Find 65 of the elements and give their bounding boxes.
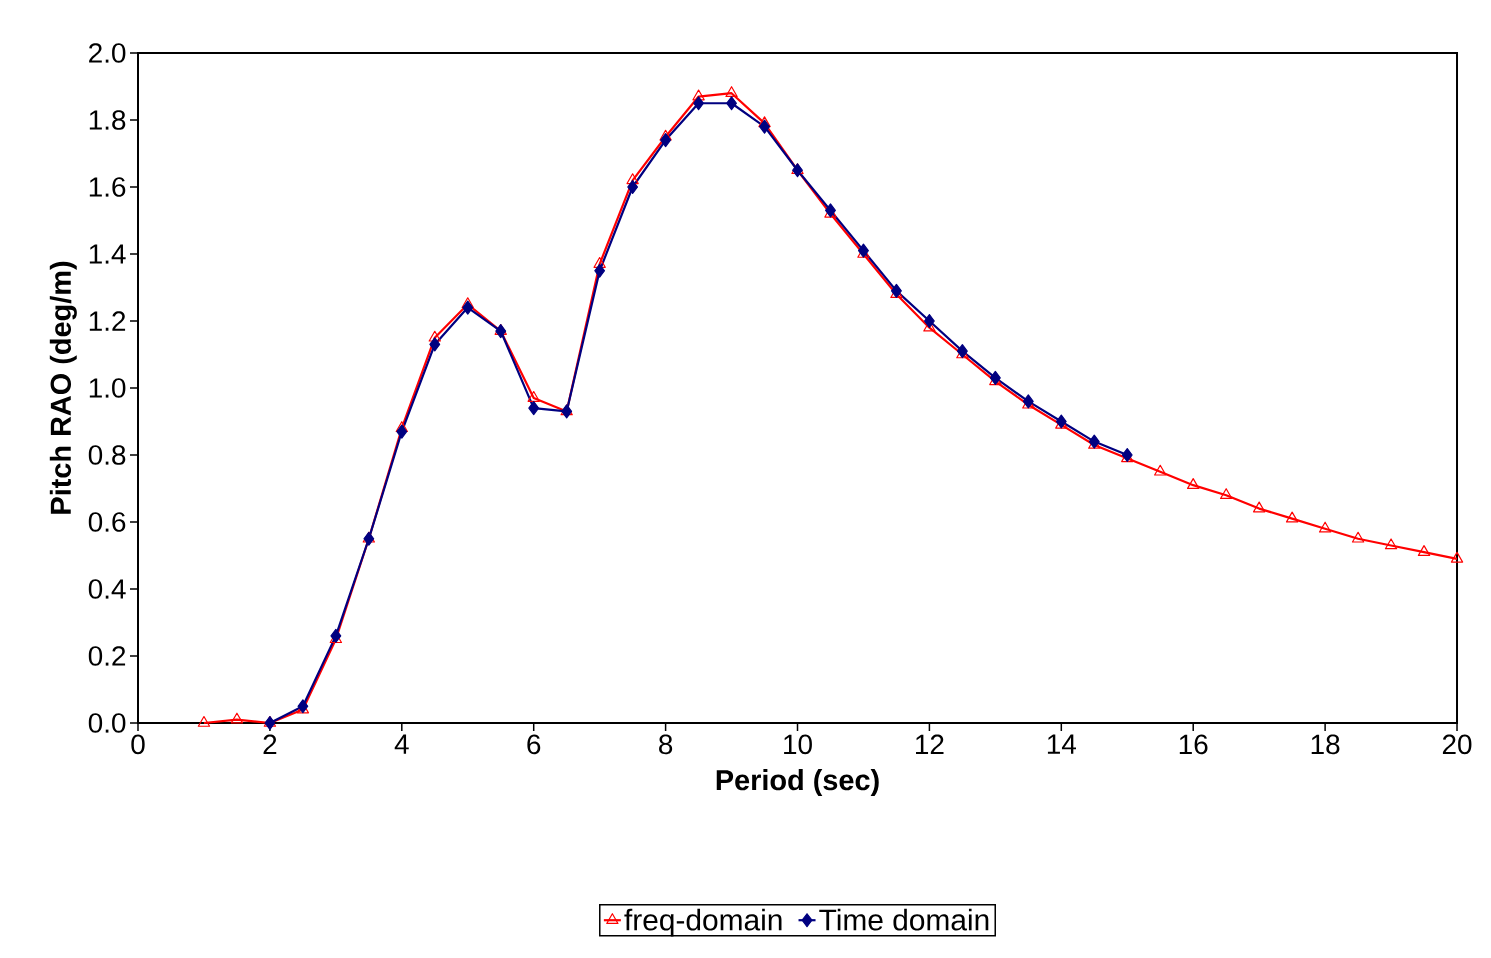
point (759, 119, 770, 134)
x-tick-label: 4 (394, 734, 409, 754)
point (923, 313, 935, 329)
point (693, 96, 705, 111)
point (1252, 501, 1266, 513)
point (330, 628, 342, 643)
x-axis-title: Period (sec) (716, 769, 879, 797)
point (626, 173, 639, 185)
point (1318, 521, 1332, 533)
y-tick-label: 0.0 (88, 713, 126, 733)
point (428, 330, 441, 342)
x-tick-label: 8 (659, 734, 673, 755)
point (264, 715, 276, 731)
point (395, 421, 409, 433)
point (1154, 464, 1167, 476)
point (692, 89, 705, 101)
point (594, 263, 606, 278)
point (725, 86, 738, 98)
x-tick-label: 6 (527, 734, 541, 755)
point (1417, 545, 1431, 556)
x-tick-label: 10 (784, 734, 812, 755)
y-axis-title: Pitch RAO (deg/m) (49, 261, 77, 514)
point (230, 712, 244, 724)
x-tick-label: 16 (1179, 734, 1208, 755)
y-tick-label: 0.2 (88, 646, 126, 666)
point (462, 300, 474, 315)
point (1121, 447, 1133, 463)
x-tick-label: 2 (263, 734, 277, 754)
point (528, 401, 540, 416)
y-tick-label: 0.8 (88, 445, 126, 465)
x-tick-label: 12 (916, 734, 944, 754)
y-tick-label: 0.4 (88, 579, 126, 599)
point (1450, 551, 1464, 563)
y-tick-label: 1.0 (89, 378, 126, 398)
point (1219, 488, 1233, 500)
legend-label: Time domain (819, 908, 989, 931)
point (627, 179, 639, 195)
point (989, 370, 1001, 386)
y-tick-label: 1.8 (89, 110, 126, 130)
x-tick-label: 14 (1047, 734, 1076, 754)
point (1285, 511, 1299, 523)
point (461, 297, 474, 309)
point (429, 337, 441, 352)
y-tick-label: 0.6 (88, 512, 126, 532)
x-tick-label: 20 (1442, 734, 1472, 755)
y-tick-label: 1.2 (89, 311, 126, 331)
point (527, 390, 540, 402)
legend-label: freq-domain (624, 908, 782, 937)
point (593, 256, 606, 268)
point (660, 133, 672, 148)
point (396, 424, 408, 439)
point (1384, 538, 1398, 550)
y-tick-label: 1.6 (89, 177, 126, 197)
point (659, 129, 672, 141)
point (1351, 531, 1365, 543)
y-tick-label: 1.4 (89, 244, 126, 264)
point (890, 283, 902, 298)
point (495, 323, 507, 339)
point (758, 116, 771, 128)
x-tick-label: 18 (1311, 734, 1340, 755)
y-tick-label: 2.0 (89, 43, 126, 63)
point (197, 715, 211, 727)
x-tick-label: 0 (131, 734, 145, 755)
point (1187, 478, 1200, 489)
point (726, 96, 738, 111)
